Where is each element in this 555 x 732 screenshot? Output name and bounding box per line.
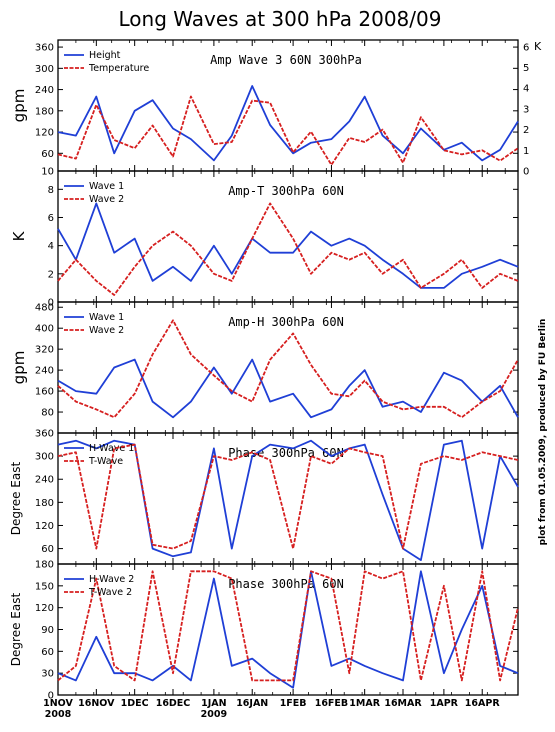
legend-label: T-Wave [88, 456, 123, 467]
x-tick-label: 16JAN [236, 698, 268, 709]
y2-tick-label: 1 [523, 146, 529, 157]
y-tick-label: 150 [35, 581, 54, 592]
panel-title: Amp-T 300hPa 60N [228, 184, 344, 198]
y-tick-label: 8 [48, 185, 54, 196]
series-line-1 [57, 570, 519, 689]
x-tick-label: 1NOV [43, 698, 73, 709]
y-tick-label: 30 [41, 669, 54, 680]
panel-5: 0 30 60 90 120 150 180 Degree East Phase 300hPa … [9, 560, 519, 702]
y-tick-label: 0 [48, 298, 54, 309]
y-tick-label: 120 [35, 521, 54, 532]
y-tick-label: 10 [41, 167, 54, 178]
x-tick-label: 16FEB [315, 698, 348, 709]
y-tick-label: 240 [35, 85, 54, 96]
legend-label: Wave 1 [89, 181, 124, 192]
x-tick-label: 16NOV [78, 698, 115, 709]
y-tick-label: 60 [41, 149, 54, 160]
panel-title: Phase 300hPa 60N [228, 577, 344, 591]
y-tick-label: 320 [35, 345, 54, 356]
credit-text: plot from 01.05.2009, produced by FU Ber… [538, 319, 548, 546]
legend-label: Wave 1 [89, 312, 124, 323]
y-tick-label: 360 [35, 429, 54, 440]
figure-title: Long Waves at 300 hPa 2008/09 [119, 7, 442, 31]
y-tick-label: 480 [35, 303, 54, 314]
series-line-1 [57, 202, 519, 289]
x-tick-label: 16APR [465, 698, 501, 709]
y-tick-label: 360 [35, 43, 54, 54]
y-axis-label: gpm [10, 351, 28, 385]
x-tick-label: 1DEC [121, 698, 149, 709]
panel-title: Amp Wave 3 60N 300hPa [210, 53, 362, 67]
legend-label: Wave 2 [89, 325, 124, 336]
series-line-2 [57, 95, 519, 166]
x-tick-year-label: 2008 [45, 709, 72, 720]
series-line-1 [57, 358, 519, 419]
y2-tick-label: 6 [523, 42, 529, 53]
y-tick-label: 90 [41, 625, 54, 636]
y2-tick-label: 3 [523, 104, 529, 115]
y-tick-label: 300 [35, 452, 54, 463]
y2-tick-label: 2 [523, 125, 529, 136]
x-tick-label: 1APR [430, 698, 459, 709]
y-axis-label: Degree East [9, 593, 23, 667]
series-line-2 [57, 570, 519, 682]
y-tick-label: 60 [41, 544, 54, 555]
y-axis-label: gpm [10, 89, 28, 123]
y-tick-label: 120 [35, 603, 54, 614]
y-tick-label: 0 [48, 691, 54, 702]
y2-tick-label: 5 [523, 63, 529, 74]
y2-tick-label: 4 [523, 84, 529, 95]
panel-3: 80 160 240 320 400 480 gpm Amp-H 300hPa 60N Wave… [10, 301, 519, 434]
series-line-2 [57, 202, 519, 296]
y-tick-label: 240 [35, 475, 54, 486]
x-tick-label: 1MAR [349, 698, 380, 709]
series-line-2 [57, 319, 519, 419]
legend-label: Height [89, 50, 121, 61]
panel-4: 60 120 180 240 300 360 Degree East Phase 300hPa… [9, 429, 519, 565]
y-tick-label: 160 [35, 387, 54, 398]
legend-label: H-Wave 1 [89, 443, 134, 454]
y-tick-label: 400 [35, 324, 54, 335]
y-tick-label: 180 [35, 498, 54, 509]
x-tick-label: 16DEC [156, 698, 191, 709]
x-tick-label: 16MAR [384, 698, 422, 709]
legend-label: Wave 2 [89, 194, 124, 205]
panel-title: Amp-H 300hPa 60N [228, 315, 344, 329]
y-tick-label: 60 [41, 647, 54, 658]
y2-axis-label: K [534, 40, 542, 53]
y-tick-label: 300 [35, 64, 54, 75]
y-tick-label: 6 [48, 213, 54, 224]
y-tick-label: 120 [35, 128, 54, 139]
legend-label: T-Wave 2 [88, 587, 132, 598]
y-axis-label: Degree East [9, 462, 23, 536]
legend-label: H-Wave 2 [89, 574, 134, 585]
y-tick-label: 240 [35, 366, 54, 377]
y-tick-label: 2 [48, 269, 54, 280]
x-tick-year-label: 2009 [201, 709, 227, 720]
y2-tick-label: 0 [523, 167, 529, 178]
legend-label: Temperature [88, 63, 149, 74]
y-axis-label: K [10, 230, 28, 241]
series-line-2 [57, 443, 519, 550]
y-tick-label: 4 [48, 241, 54, 252]
x-tick-label: 1FEB [280, 698, 307, 709]
panel-2: 0 2 4 6 8 K Amp-T 300hPa 60N Wave 1 Wave 2 [10, 170, 519, 309]
y-tick-label: 180 [35, 106, 54, 117]
x-tick-label: 1JAN [201, 698, 226, 709]
series-line-1 [57, 85, 519, 162]
y-tick-label: 180 [35, 560, 54, 571]
panel-title: Phase 300hPa 60N [228, 446, 344, 460]
y-tick-label: 80 [41, 408, 54, 419]
